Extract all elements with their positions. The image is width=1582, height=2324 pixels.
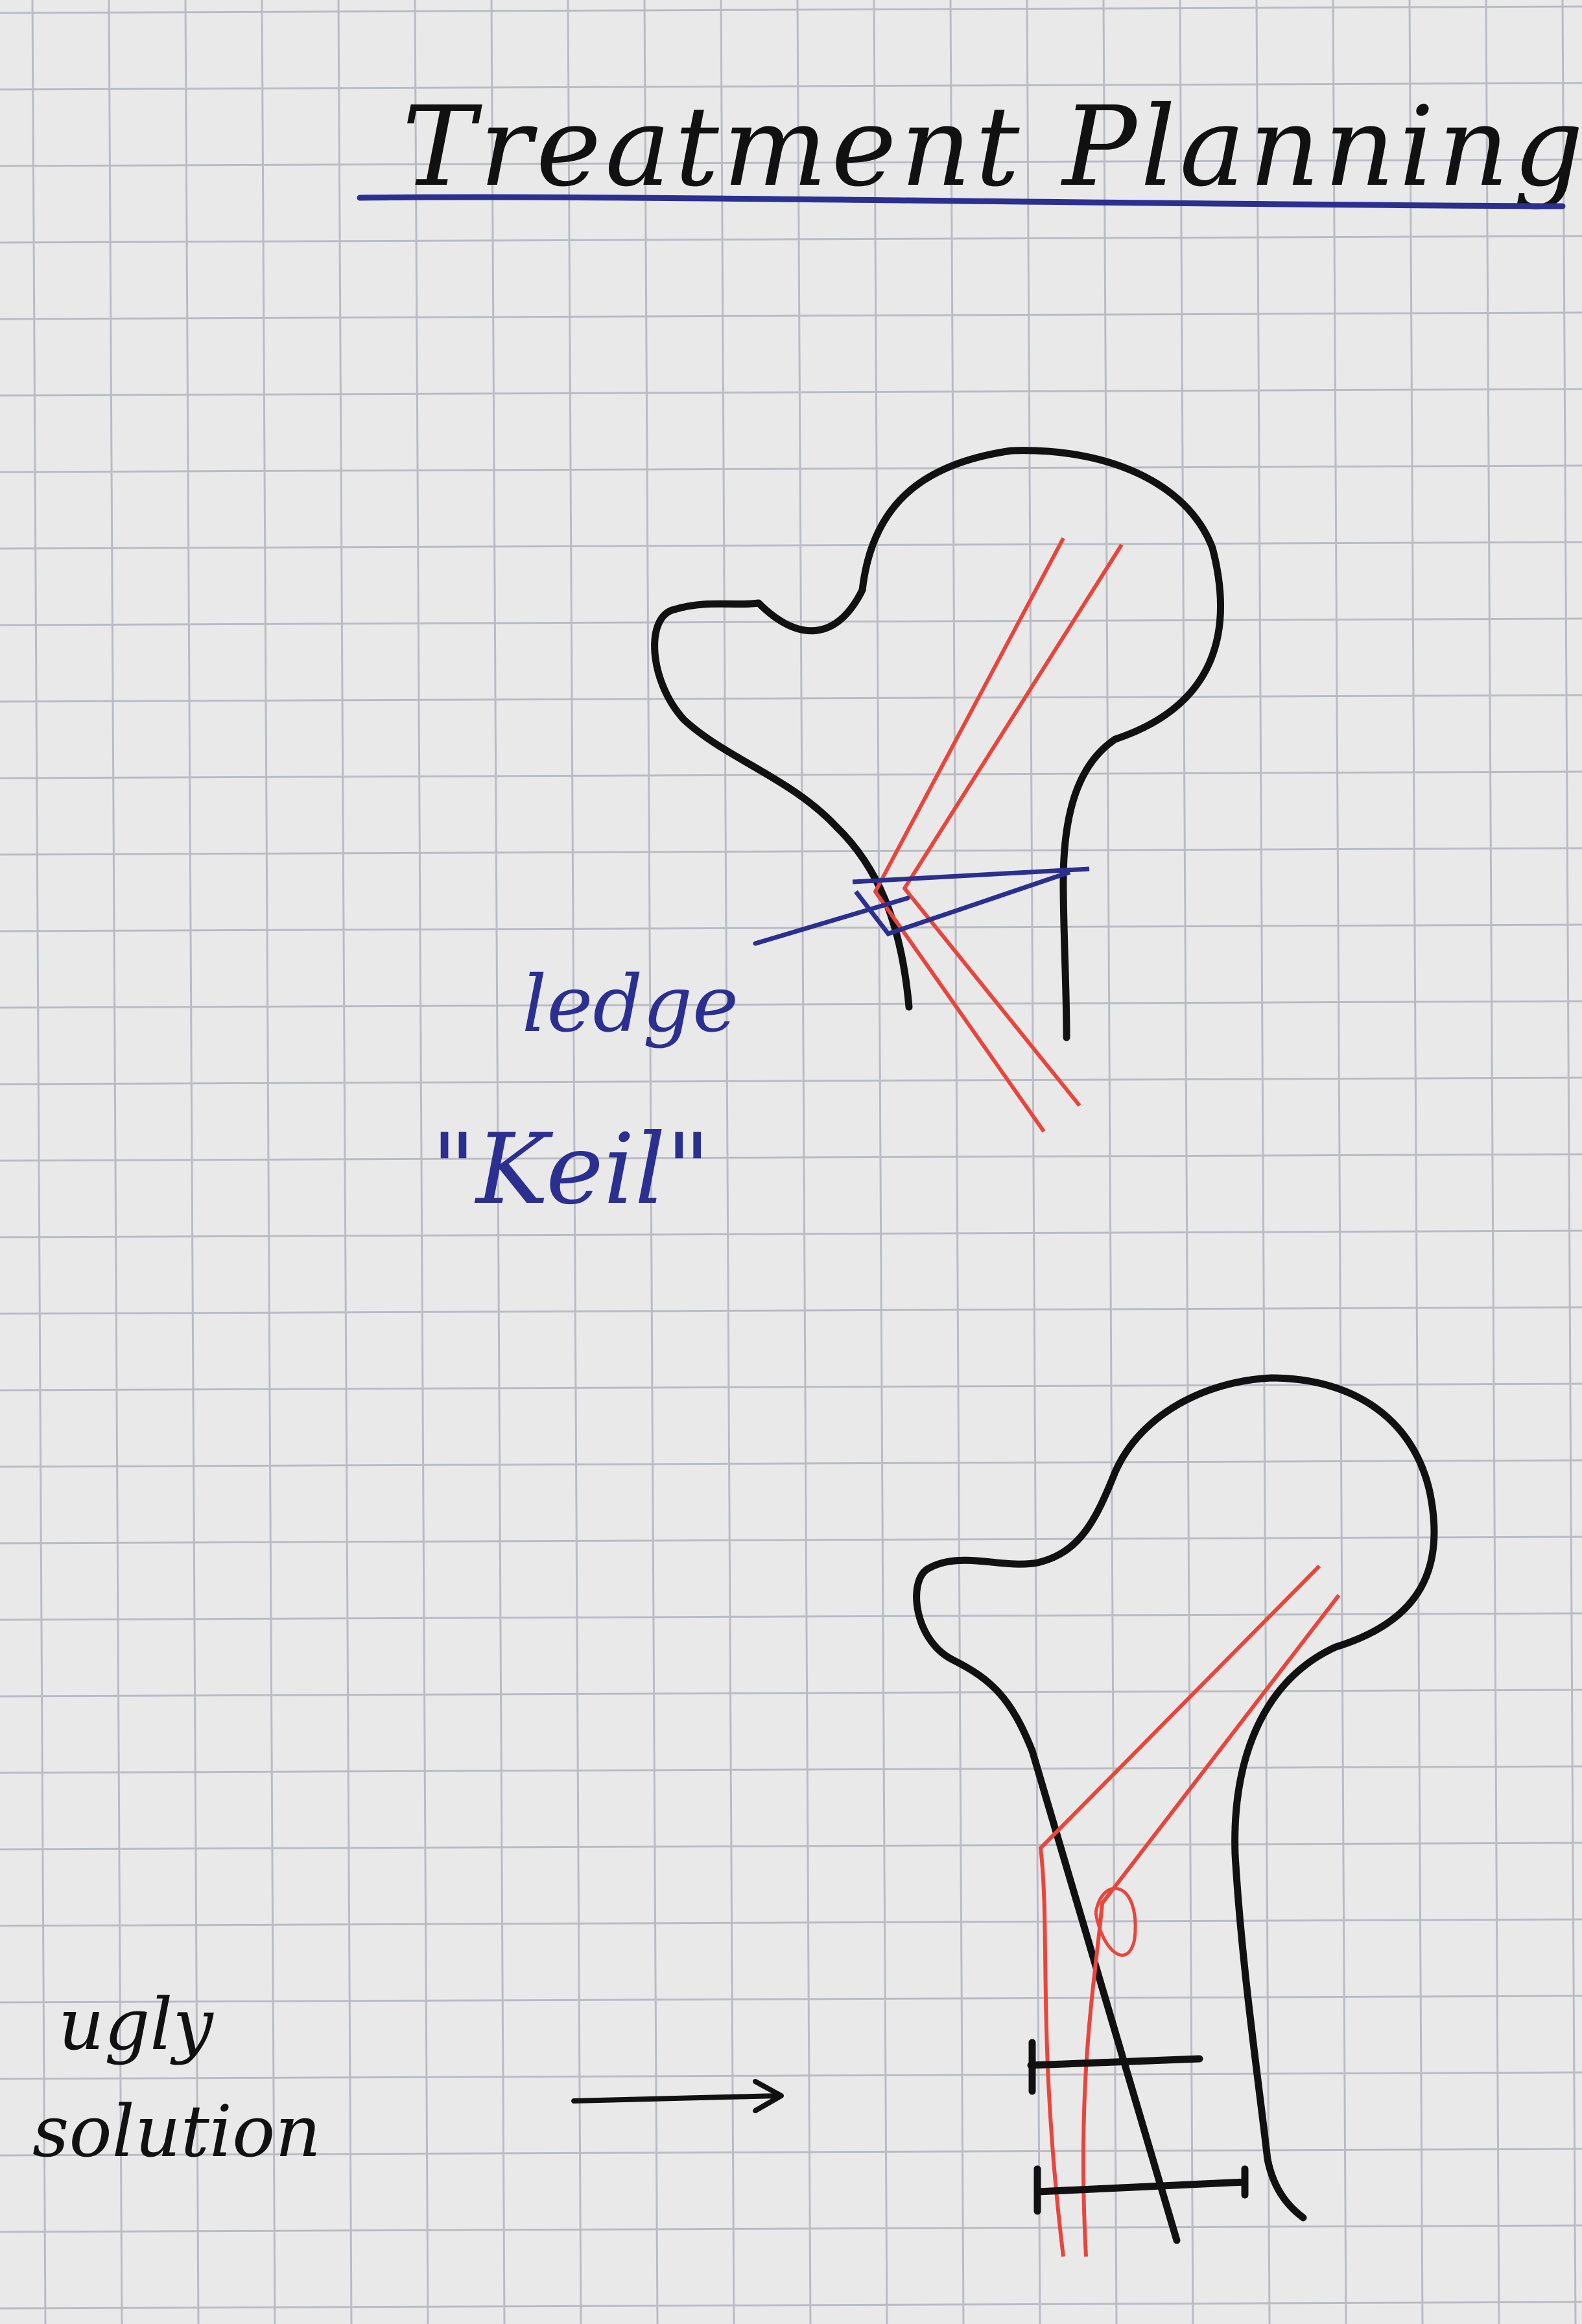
grid-line-horizontal <box>0 2071 1582 2080</box>
angle-arc <box>1094 1886 1137 1957</box>
grid-line-vertical <box>414 0 429 2324</box>
page-title: Treatment Planning <box>402 83 1582 211</box>
grid-line-horizontal <box>0 158 1582 167</box>
grid-line-vertical <box>873 0 888 2324</box>
grid-line-vertical <box>720 0 735 2324</box>
grid-line-vertical <box>949 0 965 2324</box>
grid-line-horizontal <box>0 1076 1582 1085</box>
grid-line-vertical <box>490 0 506 2324</box>
screw-upper <box>1027 2039 1203 2095</box>
grid-line-horizontal <box>0 1229 1582 1239</box>
grid-line-horizontal <box>0 464 1582 473</box>
grid-line-vertical <box>567 0 582 2324</box>
implant-blade-bottom-1 <box>1038 1564 1321 2257</box>
grid-line-vertical <box>1408 0 1424 2324</box>
grid-line-horizontal <box>0 770 1582 779</box>
grid-line-horizontal <box>0 694 1582 703</box>
grid-line-horizontal <box>0 1765 1582 1774</box>
grid-line-horizontal <box>0 541 1582 550</box>
grid-line-horizontal <box>0 1918 1582 1927</box>
femur-top-outline <box>651 447 1224 1041</box>
title-underline <box>357 194 1566 209</box>
grid-line-horizontal <box>0 923 1582 932</box>
femur-top-sketch <box>651 447 1224 1133</box>
grid-line-horizontal <box>0 311 1582 320</box>
grid-line-vertical <box>1255 0 1271 2324</box>
ugly-solution-label-line2: solution <box>32 2090 321 2173</box>
grid-line-vertical <box>1332 0 1347 2324</box>
wedge-line-1 <box>852 866 1090 884</box>
grid-line-vertical <box>796 0 812 2324</box>
grid-line-horizontal <box>0 1459 1582 1468</box>
grid-line-horizontal <box>0 1612 1582 1621</box>
keil-label: "Keil" <box>431 1113 711 1226</box>
grid-line-horizontal <box>0 2148 1582 2157</box>
grid-line-vertical <box>1026 0 1041 2324</box>
grid-line-horizontal <box>0 617 1582 626</box>
grid-line-vertical <box>1102 0 1118 2324</box>
grid-line-horizontal <box>0 1000 1582 1009</box>
ledge-pointer <box>753 895 910 946</box>
grid-line-vertical <box>184 0 200 2324</box>
grid-line-horizontal <box>0 2224 1582 2233</box>
implant-blade-bottom-2 <box>1081 1594 1341 2257</box>
ledge-label: ledge <box>522 960 738 1050</box>
ugly-solution-label-line1: ugly <box>58 1983 214 2066</box>
grid-line-vertical <box>1179 0 1194 2324</box>
grid-line-horizontal <box>0 1306 1582 1315</box>
grid-line-vertical <box>261 0 276 2324</box>
grid-line-horizontal <box>0 2301 1582 2310</box>
arrow-icon <box>571 2079 784 2113</box>
grid-line-horizontal <box>0 1153 1582 1162</box>
grid-line-horizontal <box>0 1995 1582 2004</box>
wedge-line-2 <box>854 870 1071 937</box>
femur-bottom-sketch <box>913 1374 1438 2257</box>
grid-line-horizontal <box>0 1842 1582 1851</box>
implant-blade-top-2 <box>903 543 1124 1107</box>
grid-line-vertical <box>643 0 659 2324</box>
implant-blade-top-1 <box>873 537 1065 1133</box>
grid-line-horizontal <box>0 82 1582 91</box>
grid-line-vertical <box>1485 0 1500 2324</box>
grid-line-horizontal <box>0 5 1582 14</box>
grid-line-horizontal <box>0 235 1582 244</box>
grid-line-horizontal <box>0 1536 1582 1545</box>
grid-line-vertical <box>31 0 47 2324</box>
screw-lower <box>1033 2165 1249 2215</box>
grid-line-horizontal <box>0 388 1582 397</box>
grid-line-horizontal <box>0 1689 1582 1698</box>
grid-line-vertical <box>337 0 353 2324</box>
grid-line-vertical <box>1561 0 1577 2324</box>
grid-line-horizontal <box>0 847 1582 856</box>
grid-line-vertical <box>108 0 123 2324</box>
femur-bottom-outline-medial <box>913 1374 1438 2244</box>
